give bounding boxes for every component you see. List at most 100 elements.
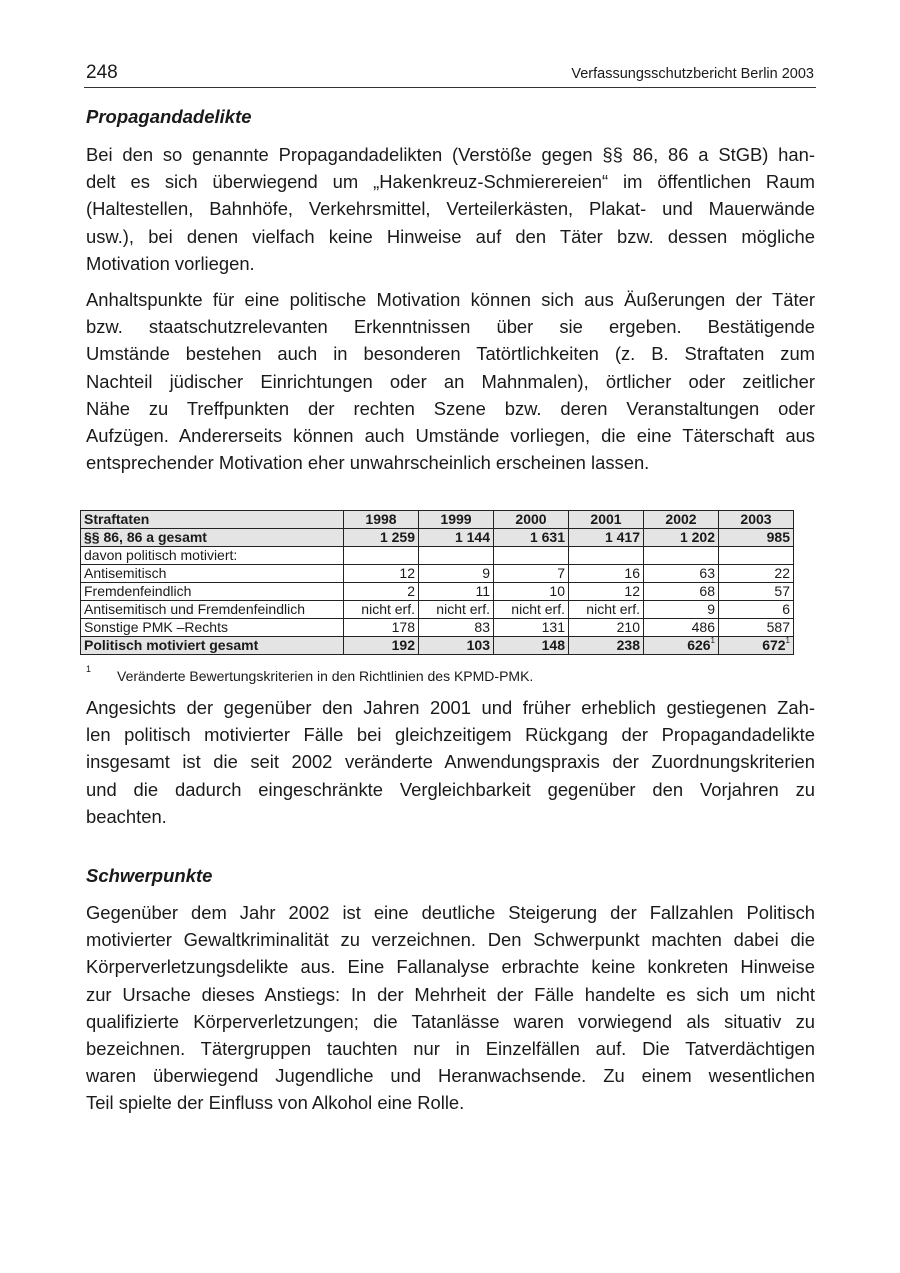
table-cell xyxy=(643,546,719,565)
table-cell: 12 xyxy=(343,564,419,583)
cell-value: 7 xyxy=(557,565,565,581)
cell-value: 1 202 xyxy=(679,529,715,545)
cell-value: 238 xyxy=(616,637,640,653)
cell-value: 103 xyxy=(466,637,490,653)
section-heading-schwerpunkte: Schwerpunkte xyxy=(86,865,213,886)
text-line: Umstände bestehen auch in besonderen Tat… xyxy=(86,343,815,365)
table-cell: nicht erf. xyxy=(493,600,569,619)
table-cell xyxy=(718,546,794,565)
row-label: Politisch motiviert gesamt xyxy=(80,636,344,655)
table-cell xyxy=(418,546,494,565)
statistics-table: Straftaten 1998 1999 2000 2001 2002 2003 §§ 86,… xyxy=(80,510,794,655)
row-label: Sonstige PMK –Rechts xyxy=(80,618,344,637)
text-line: entsprechender Motivation eher unwahrsch… xyxy=(86,452,650,474)
table-cell: 1 259 xyxy=(343,528,419,547)
text-line: Motivation vorliegen. xyxy=(86,252,255,274)
footnote-text: Veränderte Bewertungskriterien in den Ri… xyxy=(117,668,534,684)
text-line: usw.), bei denen vielfach keine Hinweise… xyxy=(86,225,815,247)
text-line: len politisch motivierter Fälle bei glei… xyxy=(86,724,815,746)
cell-value: 672 xyxy=(762,637,786,653)
cell-value: 12 xyxy=(624,583,640,599)
cell-value: 192 xyxy=(391,637,415,653)
cell-value: 1 144 xyxy=(454,529,490,545)
table-cell: 985 xyxy=(718,528,794,547)
table-cell: 7 xyxy=(493,564,569,583)
footnote-ref: 1 xyxy=(785,636,790,645)
table-cell: 192 xyxy=(343,636,419,655)
table-row: Fremdenfeindlich 2 11 10 12 68 57 xyxy=(80,582,794,601)
column-header: 1999 xyxy=(418,510,494,529)
row-label: davon politisch motiviert: xyxy=(80,546,344,565)
cell-value: 587 xyxy=(766,619,790,635)
table-cell: 6261 xyxy=(643,636,719,655)
table-cell: 11 xyxy=(418,582,494,601)
text-line: Nähe zu Treffpunkten der rechten Szene b… xyxy=(86,397,815,419)
text-line: Angesichts der gegenüber den Jahren 2001… xyxy=(86,697,815,718)
row-label: Antisemitisch xyxy=(80,564,344,583)
table-cell: 486 xyxy=(643,618,719,637)
text-line: waren überwiegend Jugendliche und Heranw… xyxy=(86,1065,815,1087)
cell-value: 22 xyxy=(774,565,790,581)
text-line: (Haltestellen, Bahnhöfe, Verkehrsmittel,… xyxy=(86,198,815,220)
cell-value: 9 xyxy=(482,565,490,581)
table-cell: 57 xyxy=(718,582,794,601)
cell-value: 11 xyxy=(475,583,490,599)
table-cell: 210 xyxy=(568,618,644,637)
table-cell: nicht erf. xyxy=(568,600,644,619)
table-row: davon politisch motiviert: xyxy=(80,546,794,565)
cell-value: 1 631 xyxy=(529,529,565,545)
cell-value: 131 xyxy=(541,619,565,635)
footnote-mark: 1 xyxy=(86,664,92,674)
column-header: Straftaten xyxy=(80,510,344,529)
row-label: Antisemitisch und Fremdenfeindlich xyxy=(80,600,344,619)
table-row: Sonstige PMK –Rechts 178 83 131 210 486 587 xyxy=(80,618,794,637)
table-cell: 1 631 xyxy=(493,528,569,547)
column-header: 2003 xyxy=(718,510,794,529)
table-cell: 6 xyxy=(718,600,794,619)
cell-value: 626 xyxy=(687,637,711,653)
table-cell: 1 144 xyxy=(418,528,494,547)
table-cell: 148 xyxy=(493,636,569,655)
cell-value: 6 xyxy=(782,601,790,617)
cell-value: 83 xyxy=(474,619,490,635)
text-line: delt es sich überwiegend um „Hakenkreuz-… xyxy=(86,171,815,193)
table-cell: 1 417 xyxy=(568,528,644,547)
column-header: 2001 xyxy=(568,510,644,529)
table-row: Antisemitisch und Fremdenfeindlich nicht … xyxy=(80,600,794,619)
cell-value: 10 xyxy=(549,583,565,599)
text-line: Gegenüber dem Jahr 2002 ist eine deutlic… xyxy=(86,902,815,923)
text-line: Bei den so genannte Propagandadelikten (… xyxy=(86,144,815,165)
cell-value: 985 xyxy=(766,529,790,545)
cell-value: 63 xyxy=(699,565,715,581)
table-cell: 12 xyxy=(568,582,644,601)
cell-value: 2 xyxy=(407,583,415,599)
table-header-row: Straftaten 1998 1999 2000 2001 2002 2003 xyxy=(80,510,794,529)
column-header: 2002 xyxy=(643,510,719,529)
column-header: 1998 xyxy=(343,510,419,529)
cell-value: 68 xyxy=(699,583,715,599)
table-cell: 68 xyxy=(643,582,719,601)
section-heading-propagandadelikte: Propagandadelikte xyxy=(86,106,252,127)
table-cell xyxy=(568,546,644,565)
table-cell: 131 xyxy=(493,618,569,637)
text-line: motivierter Gewaltkriminalität zu verzei… xyxy=(86,929,815,951)
cell-value: 12 xyxy=(399,565,415,581)
table-cell: 9 xyxy=(643,600,719,619)
text-line: qualifizierte Körperverletzungen; die Ta… xyxy=(86,1010,815,1032)
table-cell: 103 xyxy=(418,636,494,655)
cell-value: nicht erf. xyxy=(586,601,640,617)
table-row: §§ 86, 86 a gesamt 1 259 1 144 1 631 1 417 1 … xyxy=(80,528,794,547)
table-cell: nicht erf. xyxy=(343,600,419,619)
text-line: Teil spielte der Einfluss von Alkohol ei… xyxy=(86,1092,465,1114)
table-cell xyxy=(493,546,569,565)
text-line: insgesamt ist die seit 2002 veränderte A… xyxy=(86,751,815,773)
cell-value: nicht erf. xyxy=(436,601,490,617)
footnote-ref: 1 xyxy=(710,636,715,645)
paragraph: Angesichts der gegenüber den Jahren 2001… xyxy=(86,694,815,830)
cell-value: 148 xyxy=(541,637,565,653)
cell-value: 210 xyxy=(616,619,640,635)
table-cell xyxy=(343,546,419,565)
cell-value: 9 xyxy=(707,601,715,617)
table-row: Politisch motiviert gesamt 192 103 148 238 62… xyxy=(80,636,794,655)
table-row: Antisemitisch 12 9 7 16 63 22 xyxy=(80,564,794,583)
